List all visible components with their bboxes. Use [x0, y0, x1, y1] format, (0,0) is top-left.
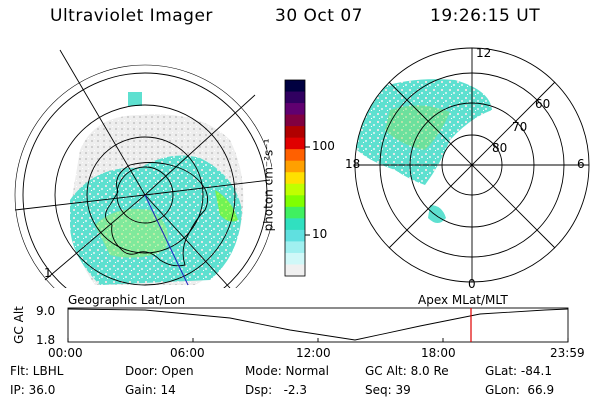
- colorbar-segment: [285, 114, 305, 127]
- mlt-label-18: 18: [345, 157, 361, 171]
- status-filter: Flt: LBHL: [10, 364, 64, 378]
- mlt-label-0: 0: [468, 277, 476, 291]
- colorbar-segment: [285, 160, 305, 173]
- left-meridians: [14, 49, 271, 288]
- mlat-label-60: 60: [535, 97, 551, 111]
- colorbar-segment: [285, 103, 305, 116]
- status-gain: Gain: 14: [125, 383, 176, 397]
- status-glon: GLon: 66.9: [485, 383, 555, 397]
- colorbar-segment: [285, 80, 305, 93]
- header-title: Ultraviolet Imager: [50, 6, 213, 26]
- right-aurora-image: [355, 79, 492, 185]
- colorbar-segment: [285, 252, 305, 266]
- status-seq: Seq: 39: [365, 383, 411, 397]
- colorbar-label: photon cm⁻²s⁻¹: [261, 138, 276, 232]
- altitude-ytick-high: 9.0: [36, 304, 56, 318]
- colorbar-segment: [285, 229, 305, 243]
- colorbar-segment: [285, 218, 305, 231]
- colorbar-segment: [285, 195, 305, 208]
- mlat-label-80: 80: [492, 141, 508, 155]
- colorbar: [284, 79, 310, 277]
- status-door: Door: Open: [125, 364, 194, 378]
- colorbar-segment: [285, 126, 305, 139]
- colorbar-segment: [285, 206, 305, 219]
- right-map-caption: Apex MLat/MLT: [418, 293, 508, 307]
- left-aurora-image: [70, 92, 244, 286]
- left-outer-ring: [14, 64, 272, 288]
- status-mode: Mode: Normal: [245, 364, 329, 378]
- colorbar-segment: [285, 264, 305, 277]
- status-ip: IP: 36.0: [10, 383, 56, 397]
- altitude-xtick-1800: 18:00: [421, 346, 456, 360]
- altitude-xtick-2359: 23:59: [550, 346, 585, 360]
- mlat-label-70: 70: [512, 120, 528, 134]
- colorbar-segment: [285, 91, 305, 104]
- left-map-caption: Geographic Lat/Lon: [68, 293, 186, 307]
- colorbar-segment: [285, 172, 305, 185]
- mlt-label-12: 12: [476, 46, 492, 60]
- mlt-label-6: 6: [577, 157, 585, 171]
- noon-meridian: [144, 194, 189, 286]
- colorbar-tick-100: 100: [312, 139, 335, 153]
- altitude-curve: [67, 308, 569, 341]
- left-latitude-circles: [22, 72, 268, 288]
- altitude-xtick-0000: 00:00: [48, 346, 83, 360]
- altitude-ylabel: GC Alt: [11, 306, 26, 344]
- altitude-ytick-low: 1.8: [36, 333, 56, 347]
- status-gc-alt: GC Alt: 8.0 Re: [365, 364, 449, 378]
- header-time: 19:26:15 UT: [430, 6, 541, 26]
- altitude-panel: [67, 307, 569, 343]
- colorbar-segment: [285, 183, 305, 196]
- left-edge-label: 1: [44, 266, 52, 280]
- colorbar-tick-10: 10: [312, 227, 328, 241]
- altitude-xtick-1200: 12:00: [296, 346, 331, 360]
- status-glat: GLat: -84.1: [485, 364, 552, 378]
- colorbar-segment: [285, 241, 305, 254]
- status-dsp: Dsp: -2.3: [245, 383, 308, 397]
- coastline: [105, 162, 209, 267]
- colorbar-segment: [285, 149, 305, 162]
- altitude-xtick-0600: 06:00: [170, 346, 205, 360]
- geographic-map: [14, 49, 271, 288]
- header-date: 30 Oct 07: [275, 6, 363, 26]
- colorbar-segment: [285, 137, 305, 150]
- magnetic-map: [354, 47, 590, 283]
